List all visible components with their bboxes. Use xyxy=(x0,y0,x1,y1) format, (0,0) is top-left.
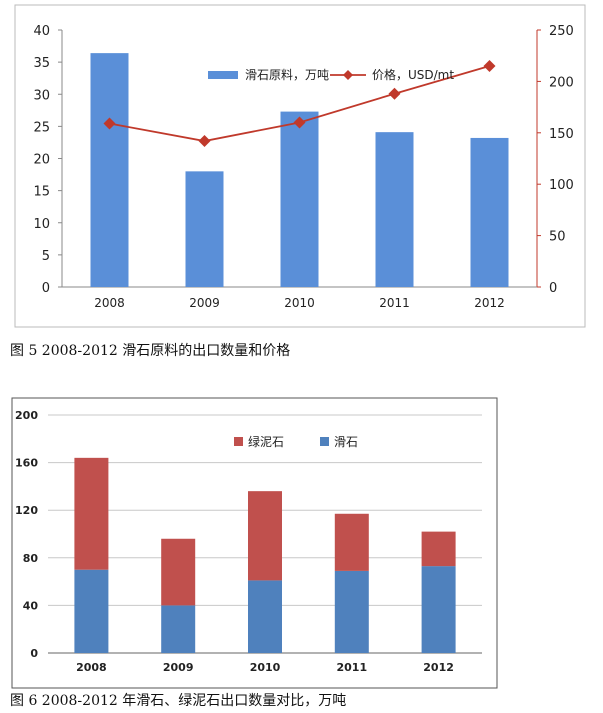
x-tick-label: 2011 xyxy=(379,296,410,310)
legend-label-bars: 滑石原料，万吨 xyxy=(245,68,329,82)
chart1-export-volume-price: 0 5 10 15 20 25 30 35 40 0 50 100 150 200 250 2008 2009 2… xyxy=(33,24,573,310)
bar xyxy=(90,53,129,287)
price-marker xyxy=(293,116,306,129)
y-tick-label: 40 xyxy=(23,599,39,612)
x-tick-label: 2009 xyxy=(163,661,194,674)
legend-swatch-bars xyxy=(208,71,238,79)
y-tick-label: 160 xyxy=(15,457,38,470)
y-tick-label-left: 35 xyxy=(33,56,50,71)
y-tick-label: 200 xyxy=(15,409,38,422)
bar-talc xyxy=(334,570,369,653)
bar xyxy=(280,111,319,287)
price-marker xyxy=(388,87,401,100)
x-tick-label: 2012 xyxy=(423,661,454,674)
legend-label: 滑石 xyxy=(334,435,358,449)
bar xyxy=(185,171,224,287)
bar xyxy=(375,132,414,287)
legend-swatch xyxy=(320,437,329,446)
y-tick-label-left: 40 xyxy=(33,24,50,39)
bar-chlorite xyxy=(334,513,369,571)
figure5-caption: 图 5 2008-2012 滑石原料的出口数量和价格 xyxy=(10,343,291,359)
x-tick-label: 2008 xyxy=(94,296,125,310)
y-tick-label-left: 25 xyxy=(33,120,50,135)
legend-label: 绿泥石 xyxy=(248,434,284,449)
y-tick-label-right: 200 xyxy=(549,75,574,90)
bar-chlorite xyxy=(161,538,196,606)
price-marker xyxy=(483,59,496,72)
figure6-caption: 图 6 2008-2012 年滑石、绿泥石出口数量对比，万吨 xyxy=(10,693,347,709)
y-tick-label-left: 20 xyxy=(33,153,50,168)
y-tick-label: 80 xyxy=(23,552,39,565)
y-tick-label-left: 15 xyxy=(33,185,50,200)
x-tick-label: 2008 xyxy=(76,661,107,674)
x-tick-label: 2012 xyxy=(474,296,505,310)
x-tick-label: 2010 xyxy=(250,661,281,674)
bar-talc xyxy=(161,605,196,653)
y-tick-label-left: 5 xyxy=(42,249,50,264)
bar xyxy=(470,137,509,287)
y-tick-label: 120 xyxy=(15,504,38,517)
price-marker xyxy=(198,135,211,148)
legend-label-line: 价格，USD/mt xyxy=(372,67,454,82)
y-tick-label-right: 150 xyxy=(549,127,574,142)
bar-chlorite xyxy=(74,457,109,570)
legend-swatch-marker xyxy=(343,70,353,80)
bar-talc xyxy=(421,566,456,653)
bar-chlorite xyxy=(421,531,456,567)
y-tick-label-right: 0 xyxy=(549,281,557,296)
bar-talc xyxy=(248,580,282,653)
x-tick-label: 2010 xyxy=(284,296,315,310)
y-tick-label-left: 0 xyxy=(42,281,50,296)
y-tick-label-left: 10 xyxy=(33,217,50,232)
y-tick-label: 0 xyxy=(30,647,38,660)
legend-swatch xyxy=(234,437,243,446)
chart2-talc-chlorite-comparison: 0 40 80 120 160 200 2008 2009 2010 2011 2012 绿泥石 滑石 xyxy=(15,409,482,674)
price-marker xyxy=(103,117,116,130)
x-tick-label: 2009 xyxy=(189,296,220,310)
x-tick-label: 2011 xyxy=(336,661,367,674)
y-tick-label-right: 100 xyxy=(549,178,574,193)
bar-talc xyxy=(74,569,109,653)
bar-chlorite xyxy=(248,491,282,581)
y-tick-label-right: 50 xyxy=(549,230,566,245)
y-tick-label-left: 30 xyxy=(33,88,50,103)
y-tick-label-right: 250 xyxy=(549,24,574,39)
